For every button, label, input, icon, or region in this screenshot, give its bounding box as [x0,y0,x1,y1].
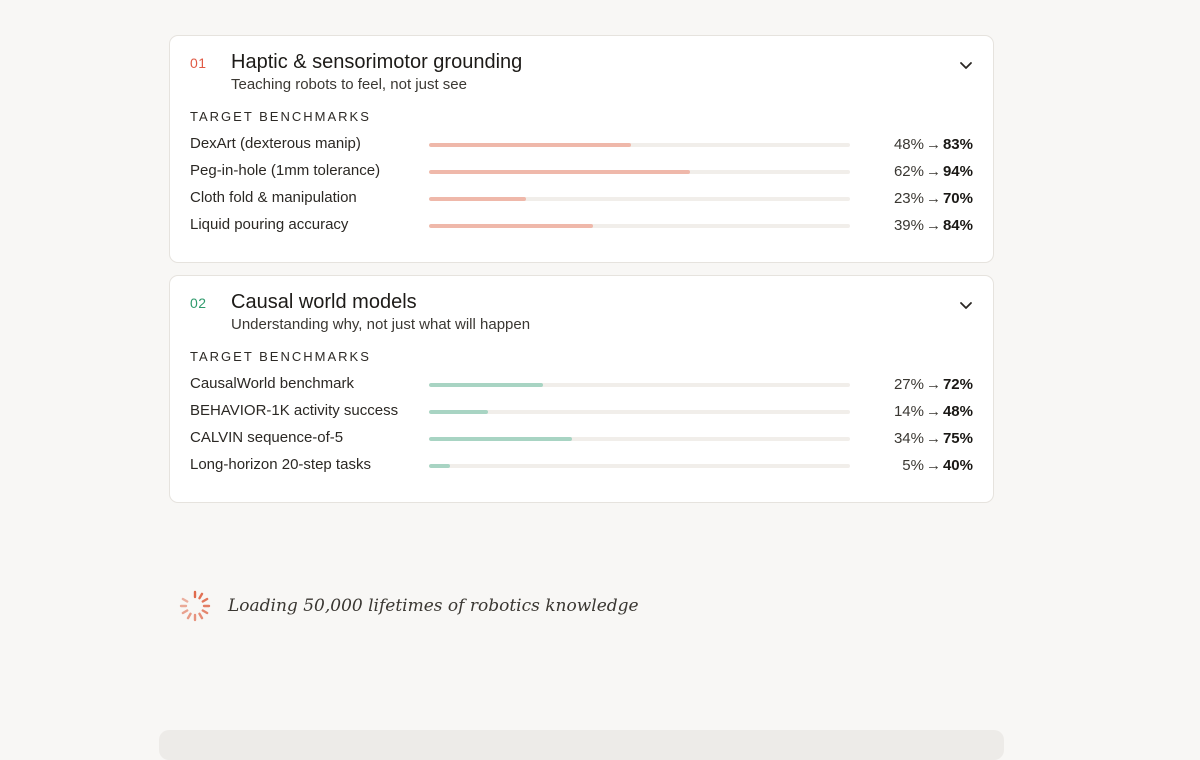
arrow-right-icon: → [925,430,941,447]
current-value: 5% [902,457,924,474]
benchmark-row: DexArt (dexterous manip) 48% → 83% [190,134,973,161]
benchmark-values: 23% → 70% [894,190,973,207]
arrow-right-icon: → [925,163,941,180]
research-card-causal[interactable]: 02 Causal world models Understanding why… [169,275,994,503]
target-value: 75% [942,430,973,447]
benchmark-label: DexArt (dexterous manip) [190,135,361,152]
benchmark-progress-track [429,410,850,414]
benchmark-progress-fill [429,464,451,468]
benchmark-progress-track [429,197,850,201]
arrow-right-icon: → [925,217,941,234]
card-title: Haptic & sensorimotor grounding [231,51,523,73]
target-value: 40% [942,457,973,474]
benchmark-row: Liquid pouring accuracy 39% → 84% [190,215,973,242]
current-value: 62% [893,163,924,180]
target-value: 72% [942,376,973,393]
chevron-down-icon[interactable] [957,56,975,74]
card-subtitle: Teaching robots to feel, not just see [231,76,467,93]
chevron-down-icon[interactable] [957,296,975,314]
benchmark-progress-track [429,464,850,468]
card-title: Causal world models [231,291,417,313]
benchmark-values: 5% → 40% [902,457,973,474]
benchmark-label: Liquid pouring accuracy [190,216,349,233]
benchmark-progress-fill [429,197,526,201]
current-value: 39% [893,217,924,234]
current-value: 48% [893,136,924,153]
benchmark-values: 39% → 84% [894,217,973,234]
benchmark-row: Long-horizon 20-step tasks 5% → 40% [190,455,973,482]
benchmark-values: 27% → 72% [894,376,973,393]
target-value: 48% [942,403,973,420]
benchmark-progress-track [429,437,850,441]
benchmark-progress-track [429,224,850,228]
current-value: 34% [893,430,924,447]
card-subtitle: Understanding why, not just what will ha… [231,316,531,333]
loading-message: Loading 50,000 lifetimes of robotics kno… [228,596,639,616]
section-label: TARGET BENCHMARKS [190,109,371,124]
benchmark-label: BEHAVIOR-1K activity success [190,402,399,419]
benchmark-label: Peg-in-hole (1mm tolerance) [190,162,381,179]
benchmark-label: CausalWorld benchmark [190,375,354,392]
current-value: 23% [893,190,924,207]
benchmark-label: Long-horizon 20-step tasks [190,456,371,473]
target-value: 70% [942,190,973,207]
benchmark-progress-fill [429,410,488,414]
arrow-right-icon: → [925,403,941,420]
benchmark-values: 48% → 83% [894,136,973,153]
benchmark-progress-fill [429,224,594,228]
benchmark-row: CausalWorld benchmark 27% → 72% [190,374,973,401]
arrow-right-icon: → [925,190,941,207]
benchmark-label: CALVIN sequence-of-5 [190,429,344,446]
benchmark-progress-fill [429,383,543,387]
benchmark-progress-fill [429,170,691,174]
benchmark-label: Cloth fold & manipulation [190,189,357,206]
benchmark-progress-track [429,383,850,387]
card-number: 02 [190,295,207,311]
benchmark-row: CALVIN sequence-of-5 34% → 75% [190,428,973,455]
benchmark-list: CausalWorld benchmark 27% → 72% BEHAVIOR-1… [190,374,973,482]
benchmark-row: Peg-in-hole (1mm tolerance) 62% → 94% [190,161,973,188]
benchmark-progress-track [429,170,850,174]
benchmark-values: 14% → 48% [894,403,973,420]
current-value: 27% [893,376,924,393]
benchmark-list: DexArt (dexterous manip) 48% → 83% Peg-in-… [190,134,973,242]
benchmark-progress-fill [429,437,573,441]
target-value: 83% [942,136,973,153]
current-value: 14% [893,403,924,420]
bottom-panel [159,730,1004,760]
arrow-right-icon: → [925,376,941,393]
card-number: 01 [190,55,207,71]
target-value: 84% [942,217,973,234]
spinner-icon [179,590,211,622]
arrow-right-icon: → [925,136,941,153]
benchmark-values: 34% → 75% [894,430,973,447]
arrow-right-icon: → [925,457,941,474]
section-label: TARGET BENCHMARKS [190,349,371,364]
benchmark-row: Cloth fold & manipulation 23% → 70% [190,188,973,215]
benchmark-row: BEHAVIOR-1K activity success 14% → 48% [190,401,973,428]
target-value: 94% [942,163,973,180]
benchmark-values: 62% → 94% [894,163,973,180]
benchmark-progress-fill [429,143,632,147]
research-card-haptic[interactable]: 01 Haptic & sensorimotor grounding Teach… [169,35,994,263]
benchmark-progress-track [429,143,850,147]
